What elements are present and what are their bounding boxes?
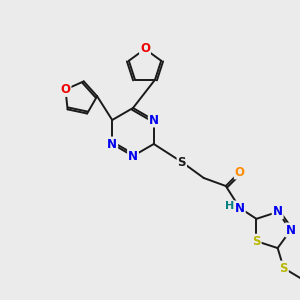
Text: S: S	[178, 155, 186, 169]
Text: N: N	[286, 224, 296, 236]
Text: N: N	[235, 202, 245, 214]
Text: N: N	[128, 149, 138, 163]
Text: O: O	[61, 83, 70, 96]
Text: S: S	[279, 262, 288, 275]
Text: S: S	[252, 235, 261, 248]
Text: O: O	[235, 166, 245, 178]
Text: N: N	[149, 113, 159, 127]
Text: O: O	[140, 43, 150, 56]
Text: H: H	[225, 201, 234, 211]
Text: N: N	[107, 137, 117, 151]
Text: N: N	[273, 206, 283, 218]
